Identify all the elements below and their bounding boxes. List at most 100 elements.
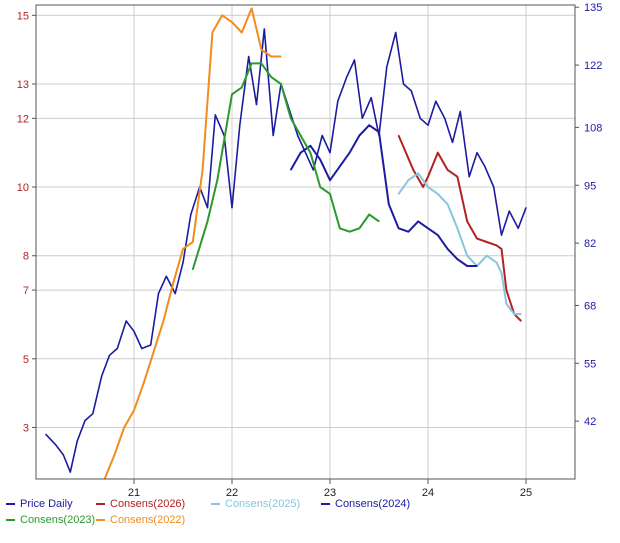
data-point xyxy=(123,426,125,429)
data-point xyxy=(368,124,370,126)
series-consens-2023 xyxy=(191,62,380,271)
data-point xyxy=(260,49,262,51)
data-point xyxy=(116,347,118,350)
data-point xyxy=(466,220,468,222)
x-tick-label: 24 xyxy=(422,487,434,499)
data-point xyxy=(398,193,400,195)
data-point xyxy=(241,86,243,88)
data-point xyxy=(312,169,314,171)
data-point xyxy=(270,76,272,78)
series-layer xyxy=(45,7,527,480)
data-point xyxy=(353,59,356,61)
legend-item: Consens(2024) xyxy=(321,498,410,510)
data-point xyxy=(133,409,135,411)
legend-label: Consens(2023) xyxy=(20,514,96,526)
data-point xyxy=(447,203,449,205)
data-point xyxy=(358,227,360,229)
data-point xyxy=(76,440,78,442)
data-point xyxy=(304,152,307,154)
legend-swatch xyxy=(6,519,15,522)
data-point xyxy=(505,303,507,305)
data-point xyxy=(456,176,458,178)
data-point xyxy=(157,292,160,295)
y-left-tick-label: 13 xyxy=(17,79,29,91)
data-point xyxy=(466,255,468,257)
grid xyxy=(36,5,575,479)
legend-label: Consens(2025) xyxy=(225,498,301,510)
series-line xyxy=(289,124,477,267)
series-consens-2022 xyxy=(103,7,282,480)
legend-swatch xyxy=(96,503,105,506)
data-point xyxy=(398,227,400,229)
data-point xyxy=(241,31,243,34)
plot-background xyxy=(36,5,575,479)
data-point xyxy=(386,66,388,68)
data-point xyxy=(255,104,258,106)
data-point xyxy=(437,152,439,154)
data-point xyxy=(174,292,176,295)
data-point xyxy=(231,93,233,95)
data-point xyxy=(388,203,390,205)
data-point xyxy=(437,234,439,236)
data-point xyxy=(69,471,71,473)
data-point xyxy=(451,141,454,143)
data-point xyxy=(206,207,209,209)
data-point xyxy=(133,330,135,332)
y-left-tick-label: 10 xyxy=(17,182,29,194)
data-point xyxy=(297,134,299,137)
data-point xyxy=(410,90,412,92)
y-right-tick-label: 55 xyxy=(584,358,596,370)
data-point xyxy=(349,152,351,154)
data-point xyxy=(309,145,311,147)
data-point xyxy=(378,220,380,222)
data-point xyxy=(419,117,421,119)
legend-label: Price Daily xyxy=(20,498,73,510)
data-point xyxy=(500,272,503,274)
data-point xyxy=(339,227,341,229)
data-point xyxy=(447,169,449,171)
y-right-tick-label: 82 xyxy=(584,238,596,250)
data-point xyxy=(422,186,424,188)
y-right-tick-label: 42 xyxy=(584,416,596,428)
data-point xyxy=(525,207,527,209)
data-point xyxy=(505,289,507,291)
data-point xyxy=(192,268,194,271)
data-point xyxy=(447,248,449,250)
data-point xyxy=(496,262,498,264)
data-point xyxy=(290,117,292,119)
data-point xyxy=(143,382,145,384)
legend-swatch xyxy=(6,503,15,506)
data-point xyxy=(270,55,272,58)
y-left-tick-label: 8 xyxy=(23,251,29,263)
data-point xyxy=(486,241,488,243)
data-point xyxy=(329,193,331,195)
x-tick-label: 22 xyxy=(226,487,238,499)
y-left-tick-label: 3 xyxy=(23,422,29,434)
data-point xyxy=(101,375,103,377)
y-left-tick-label: 5 xyxy=(23,354,29,366)
y-right-tick-label: 95 xyxy=(584,180,596,192)
data-point xyxy=(329,152,331,154)
data-point xyxy=(92,413,94,415)
legend-label: Consens(2024) xyxy=(335,498,411,510)
data-point xyxy=(62,454,64,456)
data-point xyxy=(346,76,348,78)
data-point xyxy=(55,444,57,446)
data-point xyxy=(251,62,253,64)
y-right-tick-label: 122 xyxy=(584,60,602,72)
data-point xyxy=(513,313,515,315)
data-point xyxy=(427,186,429,188)
data-point xyxy=(456,227,458,229)
data-point xyxy=(192,241,194,243)
data-point xyxy=(300,152,302,154)
series-consens-2025 xyxy=(397,172,522,316)
legend-item: Consens(2026) xyxy=(96,498,185,510)
data-point xyxy=(339,165,341,167)
data-point xyxy=(349,231,351,233)
data-point xyxy=(113,454,115,456)
data-point xyxy=(162,320,164,322)
data-point xyxy=(468,176,470,178)
data-point xyxy=(398,134,400,137)
data-point xyxy=(456,258,458,260)
data-point xyxy=(358,134,360,137)
